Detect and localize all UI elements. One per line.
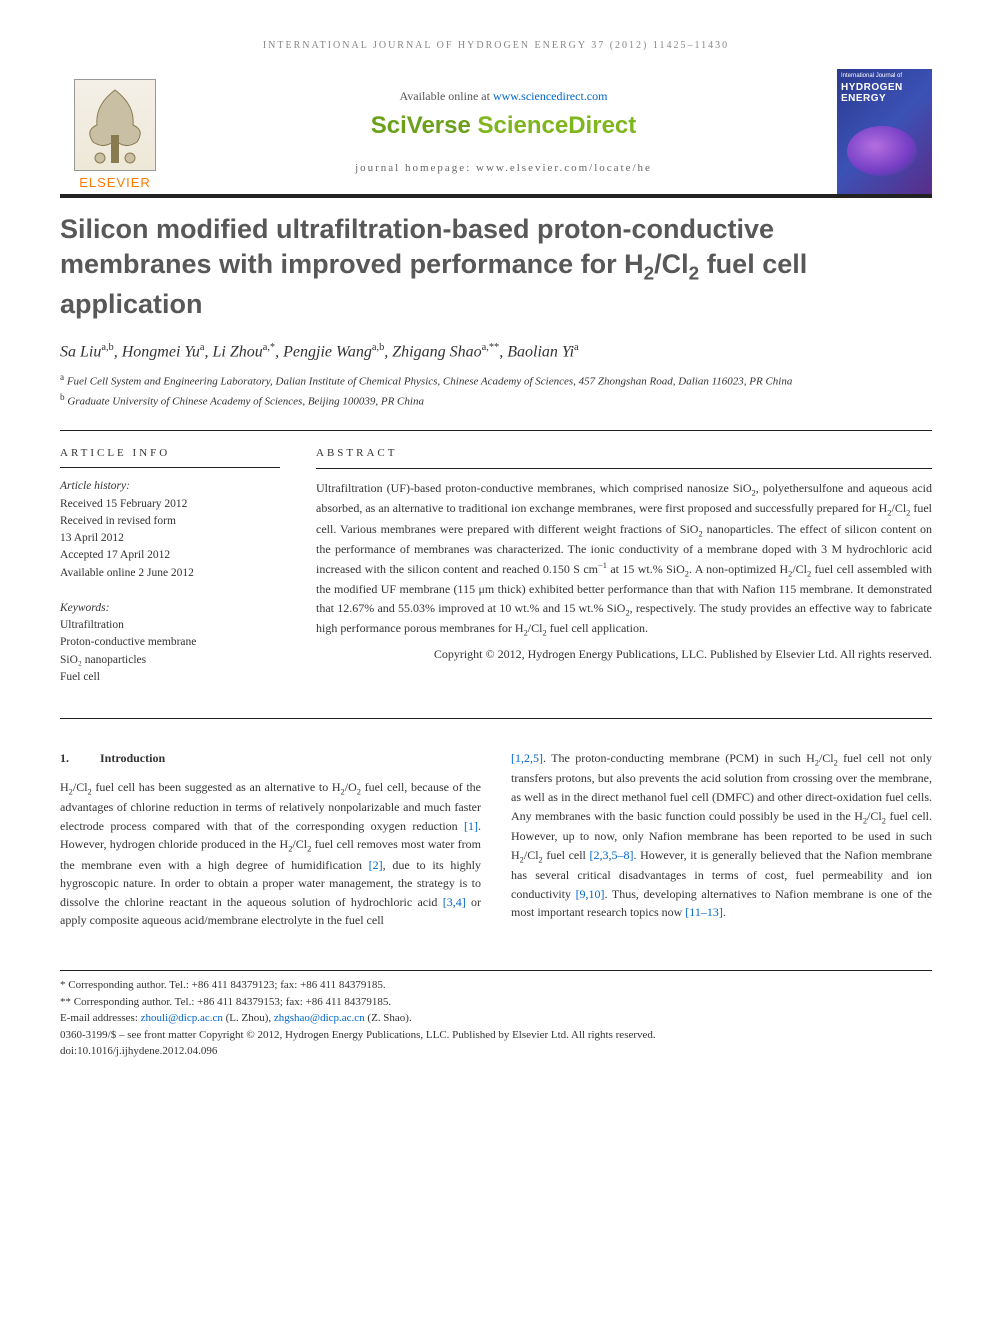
email-link-2[interactable]: zhgshao@dicp.ac.cn: [274, 1012, 365, 1024]
history-line: Accepted 17 April 2012: [60, 547, 280, 564]
abstract-copyright: Copyright © 2012, Hydrogen Energy Public…: [316, 645, 932, 664]
affiliations: a Fuel Cell System and Engineering Labor…: [60, 371, 932, 409]
journal-cover: International Journal of HYDROGEN ENERGY: [837, 69, 932, 194]
history-line: Received in revised form: [60, 513, 280, 530]
affiliation-b: Graduate University of Chinese Academy o…: [67, 395, 424, 407]
keyword: SiO₂ nanoparticles: [60, 652, 280, 669]
intro-col2: [1,2,5]. The proton-conducting membrane …: [511, 749, 932, 922]
sciencedirect-link[interactable]: www.sciencedirect.com: [493, 89, 608, 103]
abstract-column: ABSTRACT Ultrafiltration (UF)-based prot…: [298, 431, 932, 718]
corresponding-1: * Corresponding author. Tel.: +86 411 84…: [60, 977, 932, 994]
section-heading: 1.Introduction: [60, 749, 481, 768]
affiliation-a: Fuel Cell System and Engineering Laborat…: [67, 376, 793, 388]
available-prefix: Available online at: [400, 89, 493, 103]
elsevier-tree-icon: [74, 79, 156, 171]
journal-homepage: journal homepage: www.elsevier.com/locat…: [355, 162, 652, 174]
corresponding-2: ** Corresponding author. Tel.: +86 411 8…: [60, 994, 932, 1011]
cover-subtitle: International Journal of: [841, 73, 928, 80]
doi-line: doi:10.1016/j.ijhydene.2012.04.096: [60, 1043, 932, 1060]
cover-title: HYDROGEN ENERGY: [841, 82, 928, 104]
elsevier-wordmark: ELSEVIER: [79, 175, 151, 190]
intro-col1: H2/Cl2 fuel cell has been suggested as a…: [60, 778, 481, 930]
section-number: 1.: [60, 749, 100, 768]
history-line: Received 15 February 2012: [60, 496, 280, 513]
keyword: Ultrafiltration: [60, 617, 280, 634]
article-title: Silicon modified ultrafiltration-based p…: [60, 212, 932, 322]
keyword: Fuel cell: [60, 669, 280, 686]
elsevier-logo: ELSEVIER: [60, 69, 170, 194]
issn-line: 0360-3199/$ – see front matter Copyright…: [60, 1027, 932, 1044]
history-line: 13 April 2012: [60, 530, 280, 547]
keyword: Proton-conductive membrane: [60, 634, 280, 651]
email-link-1[interactable]: zhouli@dicp.ac.cn: [141, 1012, 223, 1024]
footnotes: * Corresponding author. Tel.: +86 411 84…: [60, 970, 932, 1060]
email-line: E-mail addresses: zhouli@dicp.ac.cn (L. …: [60, 1010, 932, 1027]
running-head: INTERNATIONAL JOURNAL OF HYDROGEN ENERGY…: [60, 40, 932, 51]
abstract-heading: ABSTRACT: [316, 445, 932, 469]
journal-header: ELSEVIER Available online at www.science…: [60, 69, 932, 198]
history-line: Available online 2 June 2012: [60, 565, 280, 582]
section-title: Introduction: [100, 751, 165, 765]
body-two-column: 1.Introduction H2/Cl2 fuel cell has been…: [60, 749, 932, 930]
history-label: Article history:: [60, 478, 280, 495]
keywords-label: Keywords:: [60, 600, 280, 617]
email-label: E-mail addresses:: [60, 1012, 141, 1024]
available-online: Available online at www.sciencedirect.co…: [400, 89, 608, 104]
article-info-heading: ARTICLE INFO: [60, 445, 280, 469]
abstract-text: Ultrafiltration (UF)-based proton-conduc…: [316, 479, 932, 640]
author-list: Sa Liua,b, Hongmei Yua, Li Zhoua,*, Peng…: [60, 342, 932, 361]
email-who-2: (Z. Shao).: [365, 1012, 412, 1024]
sciverse-logo: SciVerse ScienceDirect: [371, 112, 637, 140]
article-info-column: ARTICLE INFO Article history: Received 1…: [60, 431, 298, 718]
email-who-1: (L. Zhou),: [223, 1012, 274, 1024]
